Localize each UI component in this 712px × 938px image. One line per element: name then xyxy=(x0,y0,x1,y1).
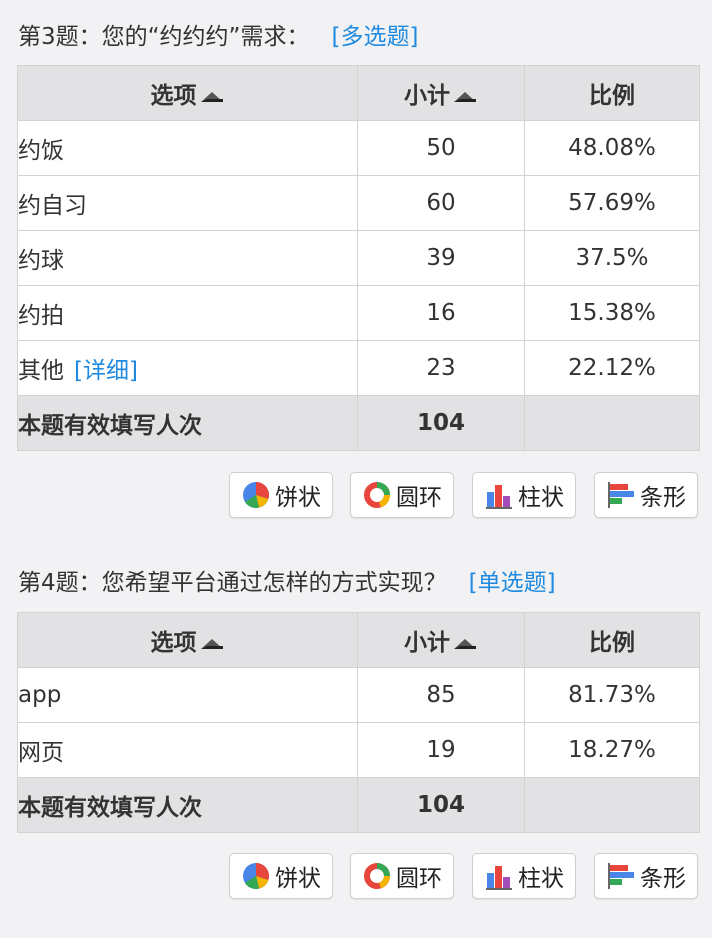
pie-chart-button[interactable]: 饼状 xyxy=(229,472,333,518)
column-header-ratio-label: 比例 xyxy=(589,83,635,109)
count-cell: 19 xyxy=(357,722,525,778)
option-cell: 网页 xyxy=(17,722,358,778)
table-row: 约自习 60 57.69% xyxy=(17,175,700,231)
table-row: app 85 81.73% xyxy=(17,667,700,723)
table-row: 其他 [详细] 23 22.12% xyxy=(17,340,700,396)
total-count: 104 xyxy=(357,777,525,833)
question-4-title: 第4题：您希望平台通过怎样的方式实现？ xyxy=(18,570,447,596)
ratio-cell: 37.5% xyxy=(524,230,700,286)
ratio-cell: 18.27% xyxy=(524,722,700,778)
pie-chart-icon xyxy=(243,862,270,889)
table-row: 约球 39 37.5% xyxy=(17,230,700,286)
total-row: 本题有效填写人次 104 xyxy=(17,777,700,833)
question-3-table: 选项 小计 比例 约饭 50 48.08% 约自习 60 57.69% 约球 3… xyxy=(17,65,700,451)
ring-chart-button[interactable]: 圆环 xyxy=(350,472,454,518)
ratio-cell: 48.08% xyxy=(524,120,700,176)
pie-chart-icon xyxy=(243,481,270,508)
pie-chart-button-label: 饼状 xyxy=(275,485,321,511)
bar-chart-button-label: 条形 xyxy=(640,485,686,511)
ring-chart-button[interactable]: 圆环 xyxy=(350,853,454,899)
question-4-type-link[interactable]: [单选题] xyxy=(468,570,556,596)
bar-chart-button[interactable]: 条形 xyxy=(594,472,698,518)
ratio-cell: 57.69% xyxy=(524,175,700,231)
question-4-table: 选项 小计 比例 app 85 81.73% 网页 19 18.27% 本题有效… xyxy=(17,612,700,833)
column-header-count[interactable]: 小计 xyxy=(357,65,525,121)
count-cell: 60 xyxy=(357,175,525,231)
column-header-count-label: 小计 xyxy=(404,83,450,109)
column-header-option[interactable]: 选项 xyxy=(17,612,358,668)
question-3-header: 第3题：您的“约约约”需求： [多选题] xyxy=(18,17,418,51)
option-cell: app xyxy=(17,667,358,723)
table-header-row: 选项 小计 比例 xyxy=(17,65,700,121)
count-cell: 85 xyxy=(357,667,525,723)
sort-triangle-icon[interactable] xyxy=(199,636,225,652)
option-label: 其他 xyxy=(18,358,64,384)
column-header-ratio: 比例 xyxy=(524,612,700,668)
sort-triangle-icon[interactable] xyxy=(199,89,225,105)
total-empty-cell xyxy=(524,777,700,833)
column-header-ratio-label: 比例 xyxy=(589,630,635,656)
bar-chart-button-label: 条形 xyxy=(640,866,686,892)
option-cell: 其他 [详细] xyxy=(17,340,358,396)
column-header-option-label: 选项 xyxy=(150,83,197,109)
column-chart-icon xyxy=(486,866,512,890)
column-header-ratio: 比例 xyxy=(524,65,700,121)
option-cell: 约自习 xyxy=(17,175,358,231)
bar-chart-icon xyxy=(608,482,634,508)
table-row: 约拍 16 15.38% xyxy=(17,285,700,341)
table-row: 约饭 50 48.08% xyxy=(17,120,700,176)
table-row: 网页 19 18.27% xyxy=(17,722,700,778)
ring-chart-button-label: 圆环 xyxy=(396,485,442,511)
column-chart-button[interactable]: 柱状 xyxy=(472,853,576,899)
sort-triangle-icon[interactable] xyxy=(452,636,478,652)
total-empty-cell xyxy=(524,395,700,451)
total-label: 本题有效填写人次 xyxy=(17,395,358,451)
ratio-cell: 81.73% xyxy=(524,667,700,723)
ratio-cell: 22.12% xyxy=(524,340,700,396)
column-header-option-label: 选项 xyxy=(150,630,197,656)
ring-chart-button-label: 圆环 xyxy=(396,866,442,892)
question-3-type-link[interactable]: [多选题] xyxy=(331,24,419,50)
bar-chart-button[interactable]: 条形 xyxy=(594,853,698,899)
ring-chart-icon xyxy=(364,863,390,889)
ring-chart-icon xyxy=(364,482,390,508)
count-cell: 16 xyxy=(357,285,525,341)
pie-chart-button[interactable]: 饼状 xyxy=(229,853,333,899)
option-cell: 约球 xyxy=(17,230,358,286)
column-chart-icon xyxy=(486,485,512,509)
option-cell: 约拍 xyxy=(17,285,358,341)
column-header-count[interactable]: 小计 xyxy=(357,612,525,668)
question-3-title: 第3题：您的“约约约”需求： xyxy=(18,24,310,50)
total-label: 本题有效填写人次 xyxy=(17,777,358,833)
bar-chart-icon xyxy=(608,863,634,889)
column-chart-button[interactable]: 柱状 xyxy=(472,472,576,518)
column-chart-button-label: 柱状 xyxy=(518,866,564,892)
question-4-header: 第4题：您希望平台通过怎样的方式实现？ [单选题] xyxy=(18,563,556,597)
sort-triangle-icon[interactable] xyxy=(452,89,478,105)
detail-link[interactable]: [详细] xyxy=(74,358,138,384)
column-header-option[interactable]: 选项 xyxy=(17,65,358,121)
option-cell: 约饭 xyxy=(17,120,358,176)
column-chart-button-label: 柱状 xyxy=(518,485,564,511)
ratio-cell: 15.38% xyxy=(524,285,700,341)
table-header-row: 选项 小计 比例 xyxy=(17,612,700,668)
column-header-count-label: 小计 xyxy=(404,630,450,656)
count-cell: 39 xyxy=(357,230,525,286)
total-row: 本题有效填写人次 104 xyxy=(17,395,700,451)
count-cell: 50 xyxy=(357,120,525,176)
total-count: 104 xyxy=(357,395,525,451)
pie-chart-button-label: 饼状 xyxy=(275,866,321,892)
count-cell: 23 xyxy=(357,340,525,396)
